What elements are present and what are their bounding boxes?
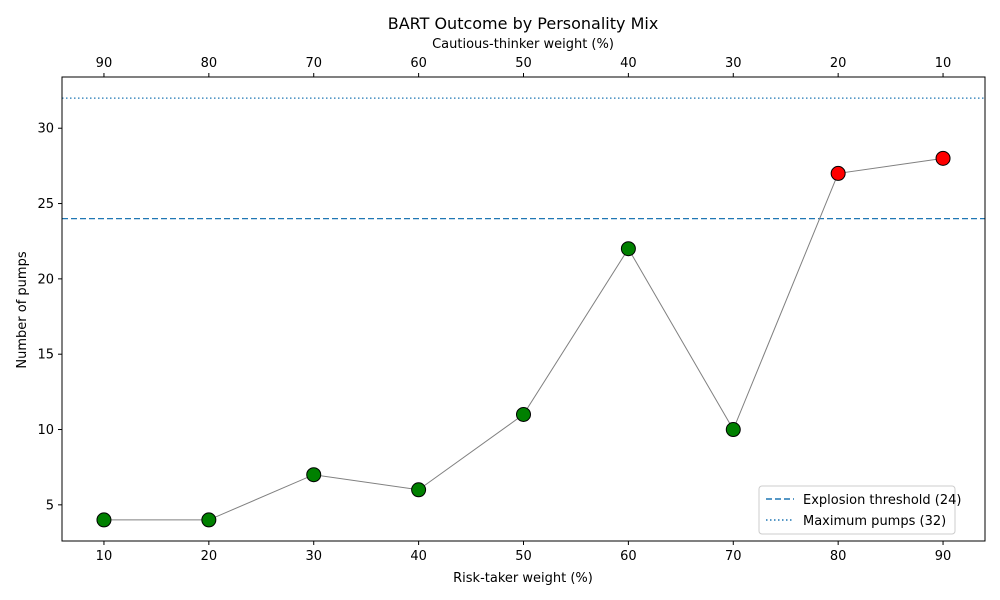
top-x-tick-label-90: 90 [96, 56, 113, 71]
data-point-60 [620, 241, 636, 257]
legend: Explosion threshold (24) Maximum pumps (… [758, 485, 961, 535]
x-tick-label-20: 20 [201, 549, 218, 564]
data-point-30 [306, 467, 322, 483]
data-point-50 [516, 406, 531, 422]
top-x-tick-label-10: 10 [935, 56, 952, 71]
x-tick-label-80: 80 [830, 549, 847, 564]
y-tick-label-15: 15 [37, 348, 54, 363]
x-tick-label-50: 50 [515, 549, 532, 564]
legend-label-explosion: Explosion threshold (24) [803, 493, 961, 508]
y-tick-label-30: 30 [37, 122, 54, 137]
x-tick-label-70: 70 [725, 549, 742, 564]
y-axis-label: Number of pumps [15, 251, 30, 368]
data-point-10 [96, 512, 112, 528]
data-point-70 [725, 422, 741, 438]
x-tick-label-60: 60 [620, 549, 637, 564]
x-tick-label-10: 10 [96, 549, 113, 564]
plot-area: 10 20 30 40 50 60 70 80 90 90 80 70 60 50 40 30 20 10 5 10 1… [37, 56, 986, 564]
data-point-20 [201, 512, 217, 528]
data-point-40 [411, 482, 427, 498]
data-point-80 [830, 165, 846, 181]
top-x-tick-label-40: 40 [620, 56, 637, 71]
top-x-tick-label-70: 70 [305, 56, 322, 71]
y-tick-label-25: 25 [37, 197, 54, 212]
x-tick-label-40: 40 [410, 549, 427, 564]
top-x-tick-label-30: 30 [725, 56, 742, 71]
chart-title: BART Outcome by Personality Mix [388, 14, 659, 33]
y-tick-label-10: 10 [37, 423, 54, 438]
top-x-tick-label-60: 60 [410, 56, 427, 71]
y-tick-label-5: 5 [46, 498, 54, 513]
top-x-tick-label-20: 20 [830, 56, 847, 71]
data-point-90 [935, 150, 951, 166]
x-tick-label-90: 90 [935, 549, 952, 564]
x-tick-label-30: 30 [305, 549, 322, 564]
legend-label-maximum: Maximum pumps (32) [803, 514, 946, 529]
top-x-tick-label-80: 80 [201, 56, 218, 71]
y-tick-label-20: 20 [37, 272, 54, 287]
legend-box [758, 485, 956, 535]
x-axis-label: Risk-taker weight (%) [453, 571, 593, 586]
secondary-x-axis-label: Cautious-thinker weight (%) [432, 37, 614, 52]
top-x-tick-label-50: 50 [515, 56, 532, 71]
